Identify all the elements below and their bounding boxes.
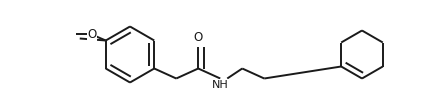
Text: O: O xyxy=(194,31,203,43)
Text: NH: NH xyxy=(212,79,228,89)
Text: O: O xyxy=(87,28,96,41)
